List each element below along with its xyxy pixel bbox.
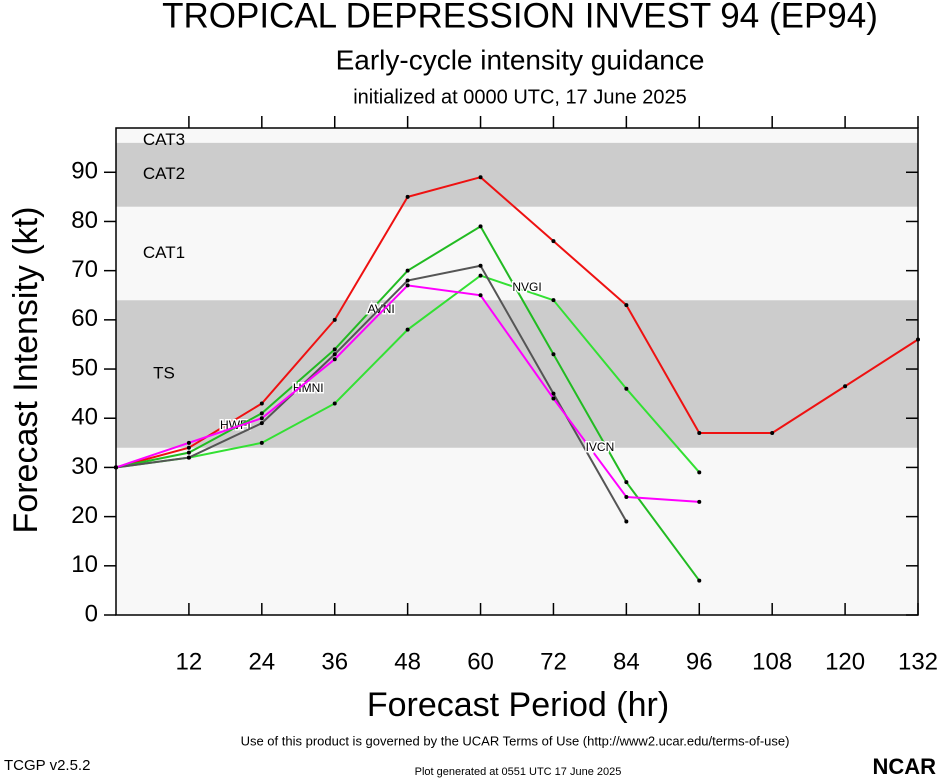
data-point — [697, 578, 702, 583]
x-tick-label: 24 — [248, 648, 275, 675]
data-point — [332, 401, 337, 406]
data-point — [332, 347, 337, 352]
data-point — [624, 519, 629, 524]
data-point — [843, 384, 848, 389]
data-point — [551, 352, 556, 357]
data-point — [478, 273, 483, 278]
x-tick-label: 84 — [613, 648, 640, 675]
intensity-band — [116, 206, 918, 301]
data-point — [697, 470, 702, 475]
data-point — [259, 421, 264, 426]
terms-text: Use of this product is governed by the U… — [241, 733, 790, 748]
x-tick-label: 60 — [467, 648, 494, 675]
logo: NCAR — [872, 754, 936, 779]
data-point — [551, 396, 556, 401]
data-point — [332, 317, 337, 322]
x-tick-label: 48 — [394, 648, 421, 675]
generated-text: Plot generated at 0551 UTC 17 June 2025 — [415, 766, 622, 778]
data-point — [186, 445, 191, 450]
x-tick-label: 96 — [686, 648, 713, 675]
chart-title: TROPICAL DEPRESSION INVEST 94 (EP94) — [162, 0, 878, 35]
data-point — [405, 278, 410, 283]
legend-label: NVGI — [512, 280, 541, 294]
data-point — [186, 450, 191, 455]
data-point — [551, 298, 556, 303]
x-tick-label: 120 — [825, 648, 865, 675]
version-text: TCGP v2.5.2 — [4, 757, 90, 774]
data-point — [624, 303, 629, 308]
data-point — [405, 194, 410, 199]
x-tick-label: 12 — [176, 648, 203, 675]
y-tick-label: 0 — [85, 600, 98, 627]
data-point — [259, 411, 264, 416]
x-tick-label: 36 — [321, 648, 348, 675]
y-axis-label: Forecast Intensity (kt) — [7, 207, 45, 534]
data-point — [259, 416, 264, 421]
data-point — [551, 239, 556, 244]
y-tick-label: 10 — [71, 551, 98, 578]
band-label: TS — [153, 363, 175, 382]
x-tick-label: 132 — [898, 648, 938, 675]
data-point — [186, 440, 191, 445]
init-text: initialized at 0000 UTC, 17 June 2025 — [353, 86, 687, 108]
series-line — [115, 176, 919, 469]
chart-subtitle: Early-cycle intensity guidance — [336, 44, 705, 75]
data-point — [186, 455, 191, 460]
data-point — [770, 430, 775, 435]
data-point — [259, 440, 264, 445]
y-tick-label: 20 — [71, 502, 98, 529]
x-axis-label: Forecast Period (hr) — [367, 686, 669, 724]
y-tick-label: 40 — [71, 404, 98, 431]
y-tick-label: 30 — [71, 453, 98, 480]
data-point — [478, 293, 483, 298]
data-point — [332, 357, 337, 362]
x-tick-label: 108 — [752, 648, 792, 675]
band-label: CAT3 — [143, 130, 185, 149]
data-point — [332, 352, 337, 357]
legend-label: AVNI — [368, 302, 395, 316]
data-point — [478, 175, 483, 180]
plot-area: TS CAT1 CAT2 CAT3 0 10 20 30 40 50 60 70 80 90 12 24 36 4… — [71, 116, 938, 675]
data-point — [551, 391, 556, 396]
data-point — [405, 283, 410, 288]
data-point — [259, 401, 264, 406]
data-point — [478, 263, 483, 268]
data-point — [697, 499, 702, 504]
data-point — [697, 430, 702, 435]
data-point — [624, 494, 629, 499]
band-label: CAT2 — [143, 164, 185, 183]
y-tick-label: 50 — [71, 354, 98, 381]
x-tick-label: 72 — [540, 648, 567, 675]
legend-label: HMNI — [293, 381, 324, 395]
data-point — [478, 224, 483, 229]
series-line — [115, 264, 628, 523]
legend-label: IVCN — [586, 440, 615, 454]
intensity-band — [116, 128, 918, 143]
y-tick-label: 70 — [71, 256, 98, 283]
data-point — [405, 268, 410, 273]
data-point — [624, 386, 629, 391]
plot-frame — [115, 127, 919, 616]
data-point — [114, 465, 118, 470]
data-point — [405, 327, 410, 332]
y-tick-label: 90 — [71, 158, 98, 185]
data-point — [624, 480, 629, 485]
y-tick-label: 80 — [71, 207, 98, 234]
intensity-band — [116, 142, 918, 207]
data-point — [916, 337, 920, 342]
y-tick-label: 60 — [71, 305, 98, 332]
band-label: CAT1 — [143, 243, 185, 262]
